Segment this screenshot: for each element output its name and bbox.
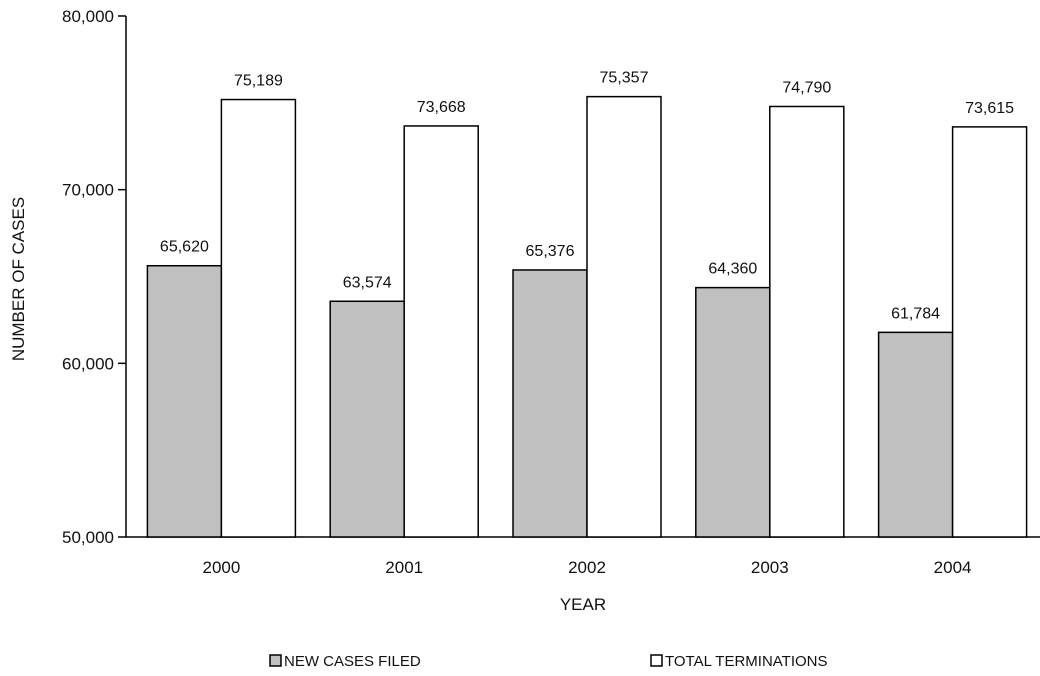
data-label: 73,615 bbox=[965, 100, 1014, 117]
x-tick-label: 2004 bbox=[934, 558, 972, 577]
x-tick-label: 2002 bbox=[568, 558, 606, 577]
bar-total-terminations bbox=[951, 126, 1028, 538]
data-label: 65,620 bbox=[160, 239, 209, 256]
legend: NEW CASES FILED TOTAL TERMINATIONS bbox=[269, 653, 828, 670]
bar-total-terminations bbox=[769, 105, 845, 538]
x-tick-label: 2003 bbox=[751, 558, 789, 577]
y-tick-label: 50,000 bbox=[62, 528, 114, 547]
bars bbox=[146, 95, 1028, 538]
legend-swatch bbox=[650, 654, 663, 667]
data-label: 75,189 bbox=[234, 73, 283, 90]
bar-new-cases-filed bbox=[512, 269, 588, 538]
legend-label: NEW CASES FILED bbox=[284, 653, 421, 670]
y-axis: 50,000 60,000 70,000 80,000 bbox=[62, 7, 127, 547]
y-tick-label: 80,000 bbox=[62, 7, 114, 26]
data-label: 64,360 bbox=[708, 261, 757, 278]
legend-swatch bbox=[269, 654, 282, 667]
bar-total-terminations bbox=[220, 98, 297, 538]
data-label: 63,574 bbox=[343, 274, 392, 291]
bar-new-cases-filed bbox=[877, 331, 954, 538]
data-label: 74,790 bbox=[782, 79, 831, 96]
data-label: 73,668 bbox=[417, 99, 466, 116]
data-label: 61,784 bbox=[891, 305, 940, 322]
x-tick-label: 2001 bbox=[385, 558, 423, 577]
y-tick-label: 60,000 bbox=[62, 354, 114, 373]
bar-new-cases-filed bbox=[695, 286, 771, 538]
x-axis: 2000 2001 2002 2003 2004 bbox=[126, 536, 1040, 577]
bar-new-cases-filed bbox=[329, 300, 405, 538]
legend-label: TOTAL TERMINATIONS bbox=[665, 653, 828, 670]
value-labels: 65,620 75,189 63,574 73,668 65,376 75,357 64,3… bbox=[160, 70, 1014, 323]
bar-total-terminations bbox=[586, 95, 662, 538]
y-tick-label: 70,000 bbox=[62, 181, 114, 200]
bar-total-terminations bbox=[403, 125, 479, 538]
y-axis-title: NUMBER OF CASES bbox=[9, 197, 28, 361]
x-tick-label: 2000 bbox=[202, 558, 240, 577]
data-label: 75,357 bbox=[600, 70, 649, 87]
bar-new-cases-filed bbox=[146, 264, 223, 538]
data-label: 65,376 bbox=[526, 243, 575, 260]
x-axis-title: YEAR bbox=[560, 595, 606, 614]
